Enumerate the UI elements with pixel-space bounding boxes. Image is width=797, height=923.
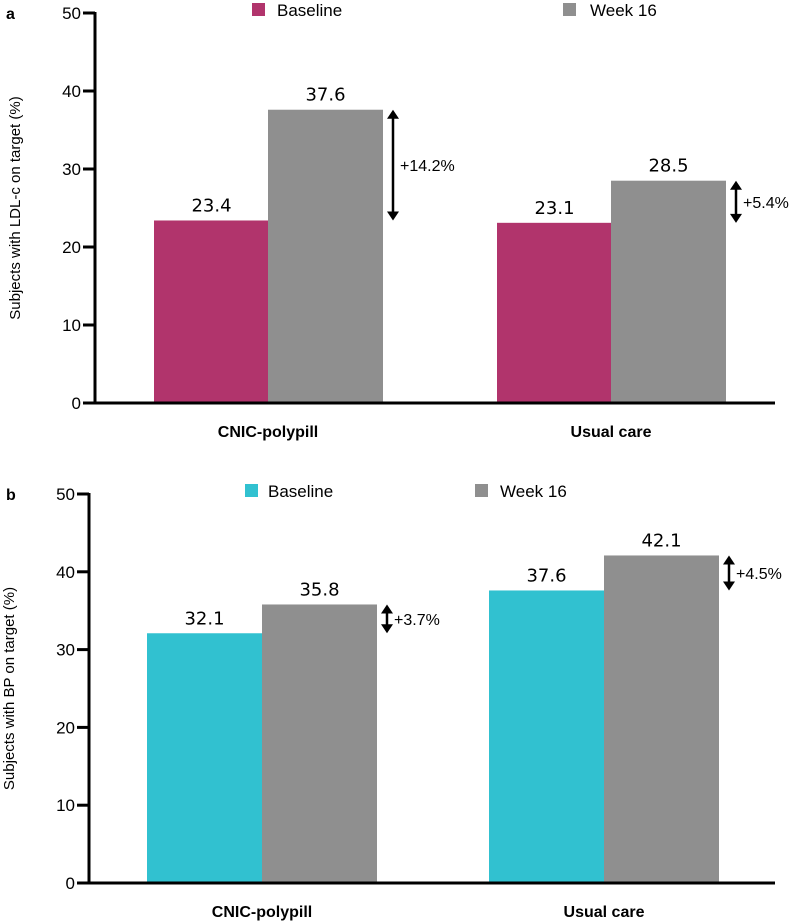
legend-label: Week 16 (590, 1, 657, 20)
arrow-head-up (730, 180, 742, 190)
panel-label: b (6, 487, 16, 504)
data-label: 23.1 (534, 198, 574, 219)
y-tick-label: 10 (62, 316, 81, 335)
bar-week-16 (604, 555, 719, 883)
legend-swatch (563, 3, 576, 16)
bar-week-16 (262, 604, 377, 883)
data-label: 37.6 (305, 85, 345, 106)
y-tick-label: 30 (62, 160, 81, 179)
y-axis-label: Subjects with BP on target (%) (1, 587, 18, 790)
bar-baseline (489, 590, 604, 883)
arrow-head-up (723, 555, 735, 565)
legend-swatch (245, 484, 258, 497)
data-label: 23.4 (191, 195, 231, 216)
category-label: CNIC-polypill (212, 904, 312, 921)
legend-label: Baseline (277, 1, 342, 20)
legend-label: Week 16 (500, 482, 567, 501)
change-annotation: +14.2% (400, 158, 455, 175)
bar-week-16 (268, 109, 383, 403)
arrow-head-up (381, 604, 393, 614)
panel-label: a (6, 6, 15, 23)
arrow-head-down (730, 213, 742, 223)
arrow-head-down (723, 581, 735, 591)
y-tick-label: 50 (56, 485, 75, 504)
data-label: 28.5 (648, 156, 688, 177)
change-annotation: +3.7% (394, 612, 440, 629)
change-annotation: +5.4% (743, 195, 789, 212)
category-label: Usual care (571, 424, 652, 441)
data-label: 32.1 (184, 608, 224, 629)
y-tick-label: 40 (62, 82, 81, 101)
bar-baseline (497, 222, 612, 403)
y-tick-label: 30 (56, 641, 75, 660)
y-tick-label: 20 (56, 718, 75, 737)
y-tick-label: 0 (66, 874, 75, 893)
y-tick-label: 0 (72, 394, 81, 413)
legend-swatch (252, 3, 265, 16)
data-label: 42.1 (641, 530, 681, 551)
arrow-head-down (381, 624, 393, 634)
data-label: 35.8 (299, 579, 339, 600)
bar-baseline (147, 633, 262, 883)
y-tick-label: 10 (56, 796, 75, 815)
arrow-head-down (387, 211, 399, 221)
bar-baseline (154, 220, 269, 403)
bar-week-16 (611, 180, 726, 403)
arrow-head-up (387, 109, 399, 119)
data-label: 37.6 (526, 565, 566, 586)
legend-label: Baseline (268, 482, 333, 501)
y-tick-label: 20 (62, 238, 81, 257)
category-label: Usual care (564, 904, 645, 921)
y-tick-label: 40 (56, 563, 75, 582)
category-label: CNIC-polypill (218, 424, 318, 441)
y-axis-label: Subjects with LDL-c on target (%) (7, 96, 24, 319)
y-tick-label: 50 (62, 4, 81, 23)
legend-swatch (475, 484, 488, 497)
change-annotation: +4.5% (736, 566, 782, 583)
